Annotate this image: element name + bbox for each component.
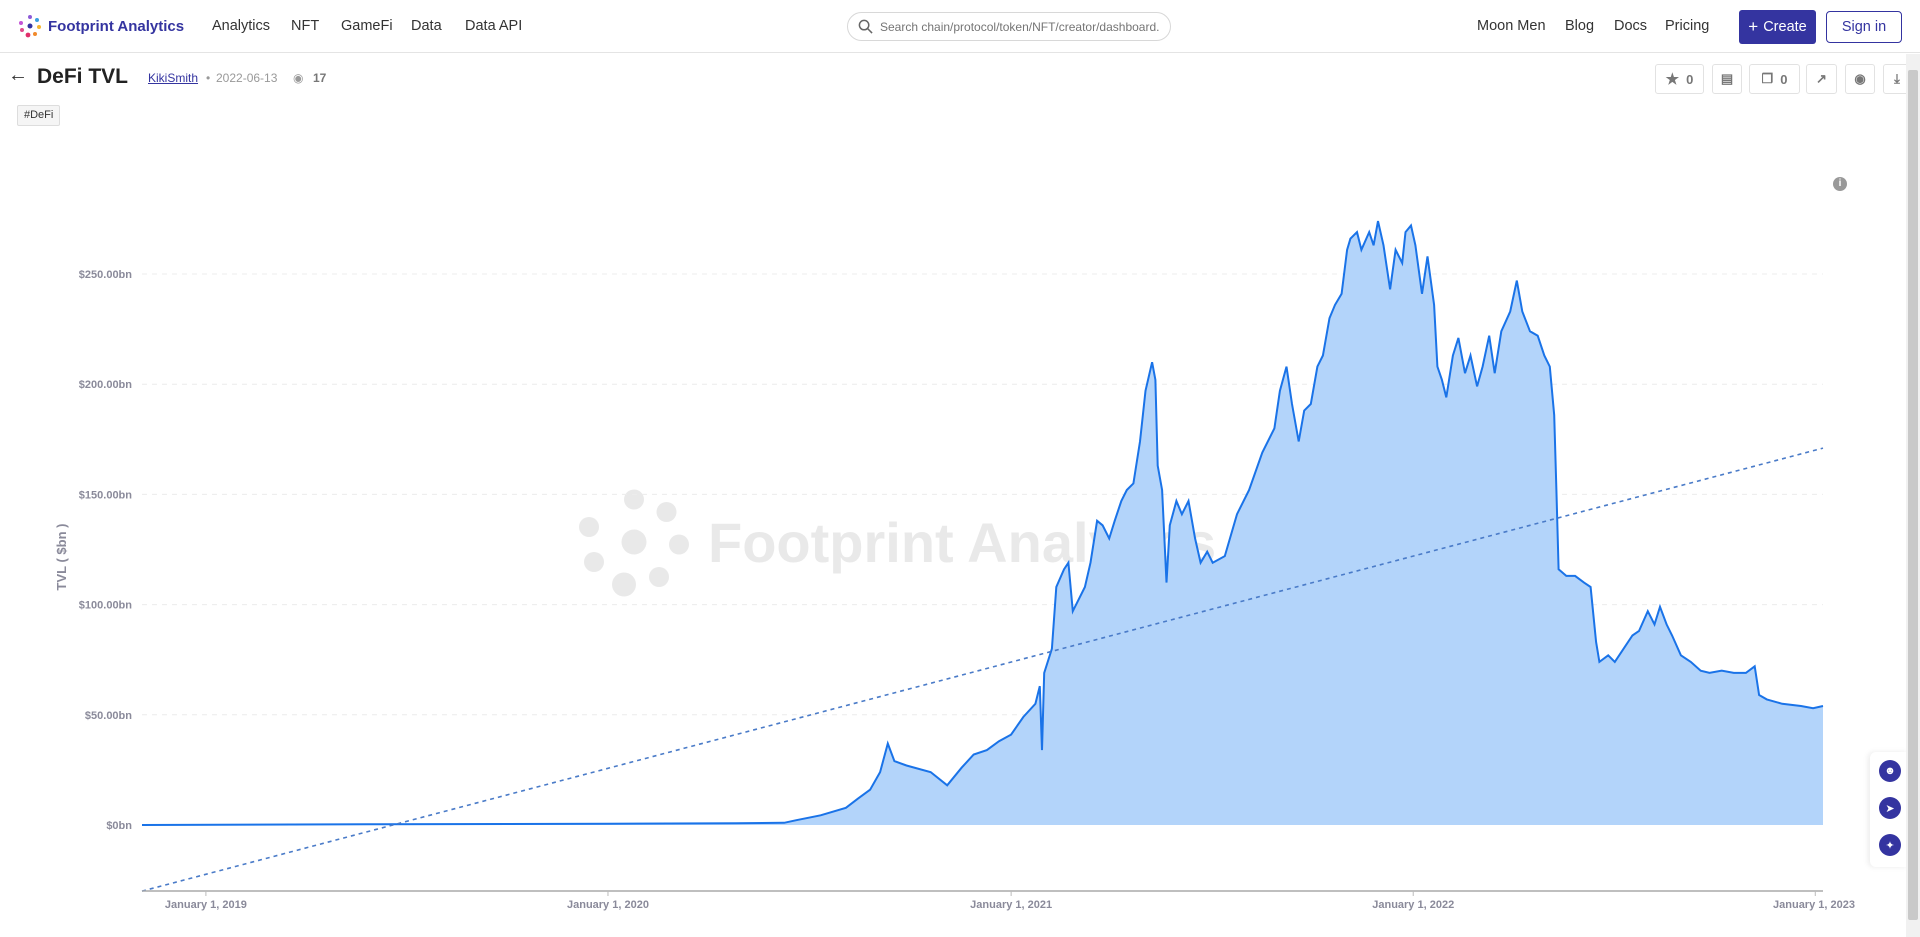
back-arrow-icon[interactable]: ← xyxy=(8,64,28,86)
tvl-line xyxy=(141,220,1824,826)
trend-line xyxy=(141,447,1824,892)
external-link-icon: ↗ xyxy=(1816,71,1827,86)
favorite-button[interactable]: ★ 0 xyxy=(1655,64,1704,94)
y-axis-title: TVL ( $bn ) xyxy=(54,524,69,591)
download-icon: ⤓ xyxy=(1894,71,1900,86)
telegram-icon[interactable]: ➤ xyxy=(1879,797,1901,819)
favorite-count: 0 xyxy=(1686,71,1694,87)
scrollbar-thumb[interactable] xyxy=(1908,70,1918,920)
brand-name: Footprint Analytics xyxy=(48,17,185,35)
x-tick-label: January 1, 2019 xyxy=(165,899,247,911)
tvl-area xyxy=(142,221,1823,826)
nav-pricing[interactable]: Pricing xyxy=(1665,18,1710,34)
search-input[interactable] xyxy=(880,19,1160,34)
x-tick-label: January 1, 2021 xyxy=(970,899,1052,911)
view-count: 17 xyxy=(313,71,327,85)
copy-icon: ❐ xyxy=(1761,71,1774,86)
star-icon: ★ xyxy=(1665,71,1680,88)
created-date: 2022-06-13 xyxy=(216,71,278,85)
nav-blog[interactable]: Blog xyxy=(1565,18,1595,34)
x-tick-label: January 1, 2022 xyxy=(1372,899,1454,911)
nav-nft[interactable]: NFT xyxy=(291,18,320,34)
y-tick-label: $150.00bn xyxy=(79,489,132,501)
share-button[interactable]: ↗ xyxy=(1806,64,1837,94)
nav-docs[interactable]: Docs xyxy=(1614,18,1648,34)
camera-icon: ◉ xyxy=(1854,71,1866,86)
y-tick-label: $0bn xyxy=(106,820,132,832)
separator-dot: • xyxy=(206,71,211,85)
eye-icon: ◉ xyxy=(293,71,304,85)
search-box[interactable] xyxy=(847,12,1171,41)
top-nav: Footprint Analytics Analytics NFT GameFi… xyxy=(0,0,1920,53)
create-label: Create xyxy=(1763,19,1807,35)
copy-button[interactable]: ❐ 0 xyxy=(1749,64,1800,94)
view-sql-button[interactable]: ▤ xyxy=(1712,64,1742,94)
query-icon: ▤ xyxy=(1720,71,1734,86)
y-tick-label: $250.00bn xyxy=(79,269,132,281)
page-title: DeFi TVL xyxy=(37,65,129,88)
snapshot-button[interactable]: ◉ xyxy=(1845,64,1875,94)
nav-analytics[interactable]: Analytics xyxy=(212,18,271,34)
sign-in-button[interactable]: Sign in xyxy=(1826,11,1902,43)
tag-defi[interactable]: #DeFi xyxy=(17,105,61,126)
twitter-icon[interactable]: ✦ xyxy=(1879,834,1901,856)
x-tick-label: January 1, 2020 xyxy=(567,899,649,911)
footprint-logo-icon xyxy=(19,15,41,38)
nav-moon-men[interactable]: Moon Men xyxy=(1477,18,1546,34)
author-link[interactable]: KikiSmith xyxy=(148,71,199,85)
info-icon[interactable]: i xyxy=(1833,177,1847,191)
search-icon xyxy=(858,19,873,34)
discord-icon[interactable]: ☻ xyxy=(1879,760,1901,782)
create-button[interactable]: + Create xyxy=(1739,10,1816,44)
nav-data-api[interactable]: Data API xyxy=(465,18,523,34)
y-tick-label: $50.00bn xyxy=(85,710,132,722)
scrollbar[interactable] xyxy=(1906,54,1920,937)
nav-gamefi[interactable]: GameFi xyxy=(341,18,393,34)
x-tick-label: January 1, 2023 xyxy=(1773,899,1855,911)
y-tick-label: $200.00bn xyxy=(79,379,132,391)
brand-logo[interactable]: Footprint Analytics xyxy=(18,14,184,38)
copy-count: 0 xyxy=(1780,71,1788,87)
y-tick-label: $100.00bn xyxy=(79,600,132,612)
nav-data[interactable]: Data xyxy=(411,18,442,34)
plus-icon: + xyxy=(1748,17,1759,36)
